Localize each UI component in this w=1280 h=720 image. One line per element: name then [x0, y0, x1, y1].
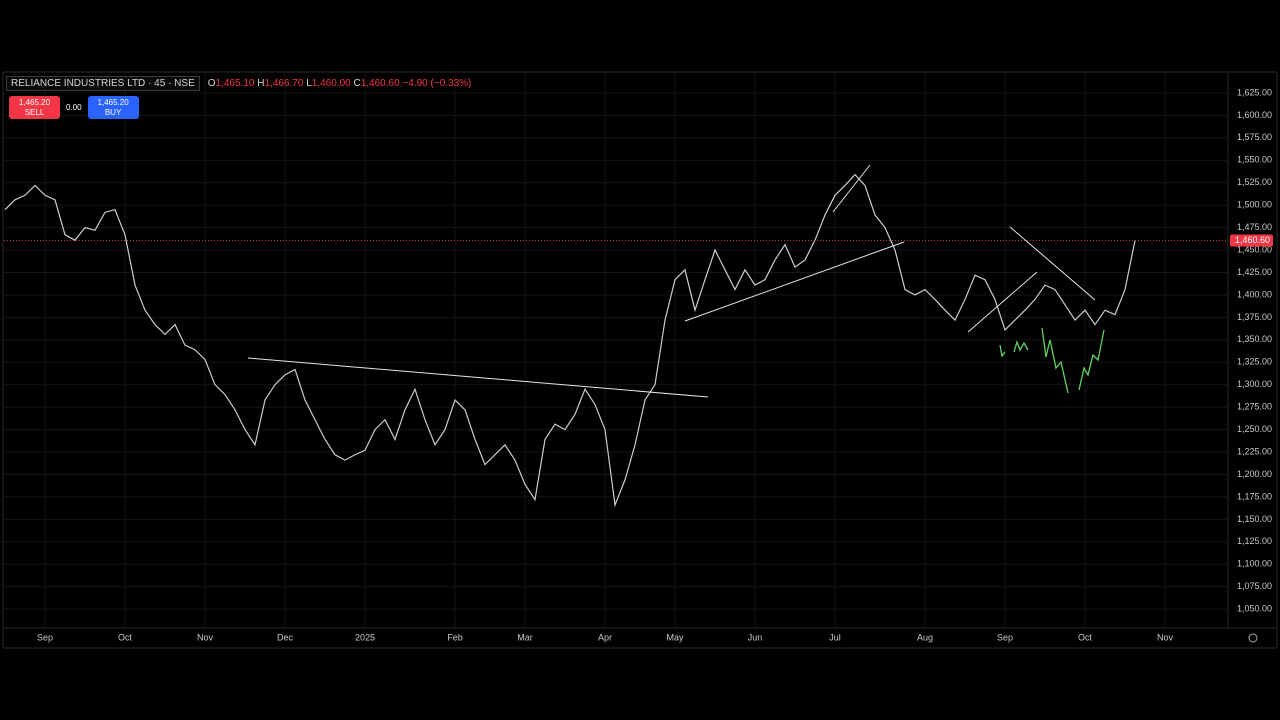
- settings-icon[interactable]: [1248, 633, 1258, 643]
- x-tick-label: Feb: [447, 632, 463, 642]
- sell-button[interactable]: 1,465.20 SELL: [9, 96, 60, 119]
- y-tick-label: 1,300.00: [1237, 379, 1272, 389]
- trade-panel: 1,465.20 SELL 0.00 1,465.20 BUY: [9, 96, 139, 119]
- y-tick-label: 1,625.00: [1237, 87, 1272, 97]
- y-tick-label: 1,275.00: [1237, 402, 1272, 412]
- ohlc-value: 1,460.00: [311, 78, 351, 89]
- grid: [4, 73, 1228, 628]
- x-tick-label: Sep: [37, 632, 53, 642]
- x-tick-label: Nov: [1157, 632, 1174, 642]
- price-line: [4, 173, 1136, 508]
- brush: [1078, 329, 1105, 391]
- x-tick-label: May: [666, 632, 684, 642]
- y-tick-label: 1,150.00: [1237, 514, 1272, 524]
- change: −4.90 (−0.33%): [402, 78, 472, 89]
- x-tick-label: Apr: [598, 632, 612, 642]
- y-tick-label: 1,525.00: [1237, 177, 1272, 187]
- y-tick-label: 1,550.00: [1237, 155, 1272, 165]
- trend-line: [684, 241, 905, 322]
- y-tick-label: 1,225.00: [1237, 446, 1272, 456]
- sell-label: SELL: [24, 107, 45, 117]
- ohlc-value: 1,460.60: [360, 78, 400, 89]
- symbol[interactable]: RELIANCE INDUSTRIES LTD · 45 · NSE: [6, 76, 200, 91]
- ohlc: O1,465.10 H1,466.70 L1,460.00 C1,460.60 …: [208, 78, 472, 89]
- buy-price: 1,465.20: [97, 97, 129, 107]
- x-tick-label: Aug: [917, 632, 933, 642]
- y-tick-label: 1,375.00: [1237, 312, 1272, 322]
- ohlc-value: 1,465.10: [215, 78, 255, 89]
- y-tick-label: 1,250.00: [1237, 424, 1272, 434]
- last-price-label: 1,460.60: [1235, 235, 1270, 245]
- ohlc-key: O: [207, 78, 216, 89]
- y-tick-label: 1,475.00: [1237, 222, 1272, 232]
- x-tick-label: Jul: [829, 632, 841, 642]
- y-tick-label: 1,400.00: [1237, 289, 1272, 299]
- brush: [1041, 327, 1069, 394]
- y-tick-label: 1,200.00: [1237, 469, 1272, 479]
- y-tick-label: 1,325.00: [1237, 357, 1272, 367]
- trend-line: [1009, 226, 1096, 301]
- ohlc-key: C: [353, 78, 361, 89]
- buy-label: BUY: [104, 107, 122, 117]
- y-tick-label: 1,450.00: [1237, 244, 1272, 254]
- ohlc-key: L: [306, 78, 312, 89]
- x-tick-label: Mar: [517, 632, 533, 642]
- ohlc-key: H: [257, 78, 265, 89]
- y-tick-label: 1,600.00: [1237, 110, 1272, 120]
- chart-panel: [2, 71, 1278, 649]
- y-tick-label: 1,050.00: [1237, 604, 1272, 614]
- x-tick-label: Sep: [997, 632, 1013, 642]
- y-tick-label: 1,125.00: [1237, 536, 1272, 546]
- trend-line: [967, 271, 1038, 333]
- brush: [999, 344, 1006, 358]
- x-tick-label: Jun: [748, 632, 763, 642]
- x-tick-label: Oct: [1078, 632, 1093, 642]
- trend-line: [247, 357, 709, 398]
- sell-price: 1,465.20: [18, 97, 51, 107]
- brush: [1013, 339, 1029, 353]
- spread: 0.00: [66, 103, 82, 112]
- brush-drawings: [999, 327, 1105, 394]
- y-tick-label: 1,075.00: [1237, 581, 1272, 591]
- y-tick-label: 1,100.00: [1237, 559, 1272, 569]
- y-tick-label: 1,500.00: [1237, 200, 1272, 210]
- y-tick-label: 1,175.00: [1237, 491, 1272, 501]
- x-tick-label: 2025: [355, 632, 375, 642]
- x-tick-label: Oct: [118, 632, 133, 642]
- buy-button[interactable]: 1,465.20 BUY: [87, 96, 139, 119]
- plot: [4, 173, 1228, 508]
- trend-line: [832, 164, 871, 213]
- legend: RELIANCE INDUSTRIES LTD · 45 · NSE O1,46…: [6, 76, 471, 91]
- y-tick-label: 1,425.00: [1237, 267, 1272, 277]
- drawings: [247, 164, 1096, 398]
- y-tick-label: 1,350.00: [1237, 334, 1272, 344]
- y-tick-label: 1,575.00: [1237, 132, 1272, 142]
- x-tick-label: Nov: [197, 632, 214, 642]
- x-tick-label: Dec: [277, 632, 294, 642]
- last-price-tag: [1230, 234, 1273, 247]
- ohlc-value: 1,466.70: [264, 78, 304, 89]
